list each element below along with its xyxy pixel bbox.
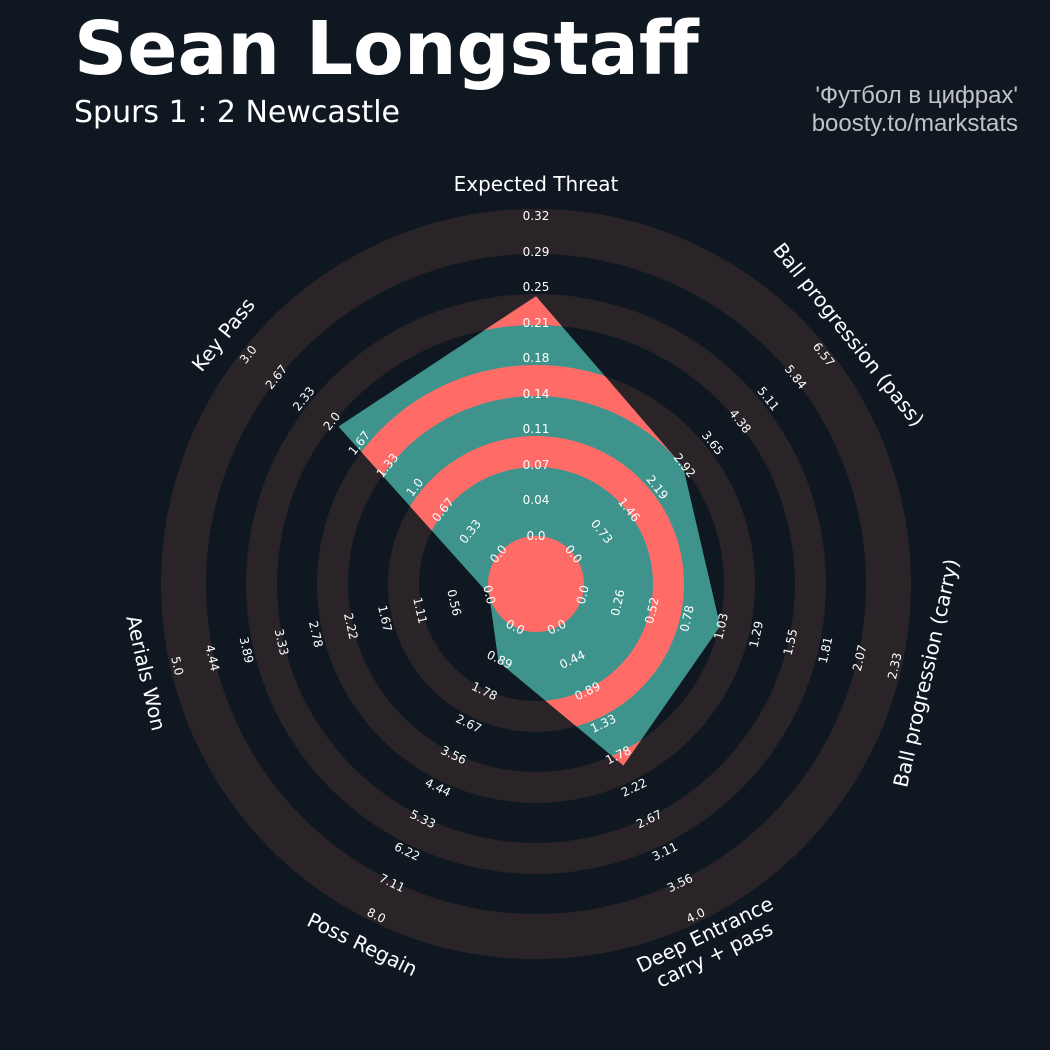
credit-line-channel: 'Футбол в цифрах' xyxy=(815,82,1018,109)
player-polygon-layer xyxy=(338,296,721,766)
tick-label-aerials-won-0: 0.0 xyxy=(480,584,498,606)
tick-label-expected-threat-4: 0.14 xyxy=(523,387,550,401)
tick-label-ball-progression-carry-4: 1.03 xyxy=(711,612,731,641)
tick-label-ball-progression-carry-6: 1.55 xyxy=(781,628,801,657)
tick-label-ball-progression-carry-0: 0.0 xyxy=(574,584,592,606)
tick-label-expected-threat-9: 0.32 xyxy=(523,209,550,223)
tick-label-aerials-won-2: 1.11 xyxy=(410,596,430,625)
tick-label-ball-progression-carry-7: 1.81 xyxy=(816,636,836,665)
credit-line-url: boosty.to/markstats xyxy=(811,109,1018,137)
param-label-expected-threat: Expected Threat xyxy=(454,172,619,196)
tick-label-aerials-won-5: 2.78 xyxy=(306,620,326,649)
tick-label-expected-threat-3: 0.11 xyxy=(523,422,550,436)
tick-label-expected-threat-6: 0.21 xyxy=(523,316,550,330)
param-label-aerials-won: Aerials Won xyxy=(121,613,171,733)
center-circle xyxy=(488,536,584,632)
tick-label-aerials-won-1: 0.56 xyxy=(444,588,464,617)
tick-label-ball-progression-carry-5: 1.29 xyxy=(747,620,767,649)
tick-label-aerials-won-7: 3.89 xyxy=(237,636,257,665)
tick-label-expected-threat-8: 0.29 xyxy=(523,245,550,259)
tick-label-expected-threat-0: 0.0 xyxy=(526,529,545,543)
tick-label-aerials-won-6: 3.33 xyxy=(272,628,292,657)
tick-label-ball-progression-carry-3: 0.78 xyxy=(677,604,697,633)
tick-label-aerials-won-9: 5.0 xyxy=(168,655,186,677)
tick-label-ball-progression-carry-1: 0.26 xyxy=(608,588,628,617)
tick-label-aerials-won-3: 1.67 xyxy=(375,604,395,633)
player-name-title: Sean Longstaff xyxy=(74,6,699,92)
tick-label-ball-progression-carry-8: 2.07 xyxy=(850,643,870,672)
tick-label-aerials-won-8: 4.44 xyxy=(203,643,223,672)
tick-label-ball-progression-carry-9: 2.33 xyxy=(885,651,905,680)
tick-label-ball-progression-carry-2: 0.52 xyxy=(642,596,662,625)
tick-label-expected-threat-1: 0.04 xyxy=(523,493,550,507)
tick-label-expected-threat-5: 0.18 xyxy=(523,351,550,365)
tick-label-expected-threat-7: 0.25 xyxy=(523,280,550,294)
tick-label-aerials-won-4: 2.22 xyxy=(341,612,361,641)
match-subtitle: Spurs 1 : 2 Newcastle xyxy=(74,95,400,130)
tick-label-expected-threat-2: 0.07 xyxy=(523,458,550,472)
credit-block: 'Футбол в цифрах' boosty.to/markstats xyxy=(812,82,1018,138)
